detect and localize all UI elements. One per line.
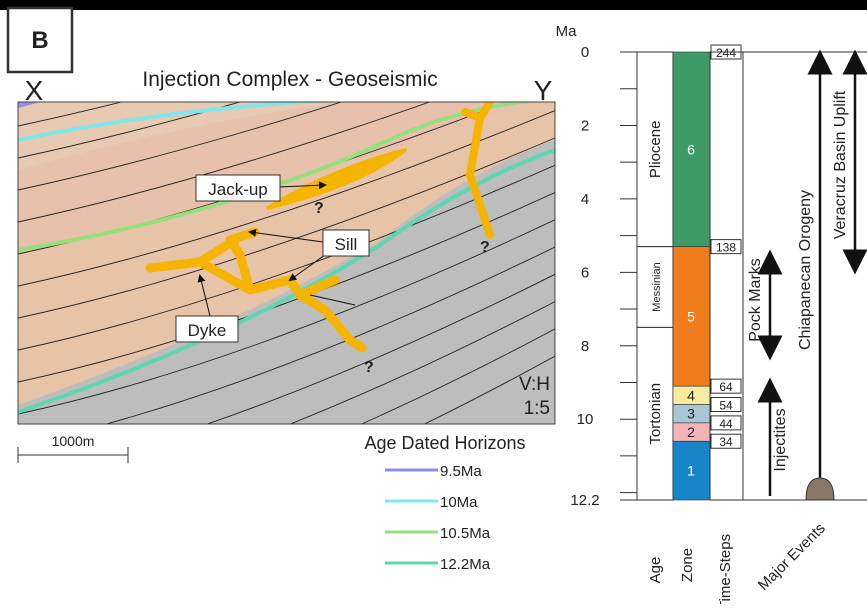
label: Sill (335, 235, 358, 254)
time-step: 44 (719, 417, 733, 431)
label: Jack-up (208, 180, 268, 199)
strat-column: Ma0 2 4 6 8 10 12.2 Pliocene Messinian Tortonian 6… (556, 23, 867, 604)
legend-label: 12.2Ma (440, 556, 491, 573)
horizons-legend: 9.5Ma 10Ma 10.5Ma 12.2Ma (385, 463, 491, 573)
zone-label: 6 (687, 141, 695, 157)
time-step-col (710, 52, 743, 500)
time-step: 34 (719, 435, 733, 449)
unit: Ma (556, 23, 577, 40)
age-tick-label: 12.2 (570, 492, 599, 509)
age-tick-label: 6 (581, 264, 589, 281)
q: ? (480, 239, 490, 256)
stage-label: Pliocene (647, 121, 664, 179)
zone-label: 2 (687, 424, 695, 440)
age-tick-label: 2 (581, 117, 589, 134)
left-end: X (25, 75, 44, 106)
label: Dyke (188, 321, 227, 340)
zone-label: 5 (687, 308, 695, 324)
zone-label: 1 (687, 463, 695, 479)
top-bar (0, 0, 867, 10)
event-label: Pock Marks (747, 258, 764, 342)
legend-label: 10.5Ma (440, 525, 491, 542)
event-label: Injectites (772, 408, 789, 471)
legend-label: 10Ma (440, 494, 478, 511)
time-step: 64 (719, 380, 733, 394)
scale-bar (18, 447, 128, 463)
right-end: Y (534, 75, 553, 106)
figure: B Injection Complex - Geoseismic X Y Jac… (0, 0, 867, 604)
age-tick-label: 8 (581, 338, 589, 355)
q: ? (364, 359, 374, 376)
age-tick-label: 10 (577, 411, 594, 428)
event-label: Chiapanecan Orogeny (797, 190, 814, 350)
scale-label: 1000m (52, 433, 95, 449)
time-step: 54 (719, 399, 733, 413)
event-label: Veracruz Basin Uplift (832, 90, 849, 239)
time-step: 138 (716, 241, 736, 255)
zone-label: 4 (687, 387, 695, 403)
age-tick-label: 0 (581, 44, 589, 61)
time-step: 244 (716, 46, 736, 60)
stage-label: Messinian (651, 262, 663, 312)
column-header: Age (647, 557, 664, 584)
column-header: Zone (679, 548, 696, 582)
ratio-label: V:H (519, 374, 550, 395)
column-header: Time-Steps (717, 534, 734, 604)
horizons-title: Age Dated Horizons (364, 433, 525, 453)
column-header: Major Events (755, 520, 829, 594)
ratio: 1:5 (524, 398, 550, 419)
section-title: Injection Complex - Geoseismic (142, 68, 437, 91)
dome (806, 478, 834, 500)
panel-label: B (31, 27, 48, 54)
legend-label: 9.5Ma (440, 463, 482, 480)
zone-label: 3 (687, 406, 695, 422)
q: ? (314, 200, 324, 217)
age-tick-label: 4 (581, 191, 589, 208)
stage-label: Tortonian (647, 383, 664, 445)
